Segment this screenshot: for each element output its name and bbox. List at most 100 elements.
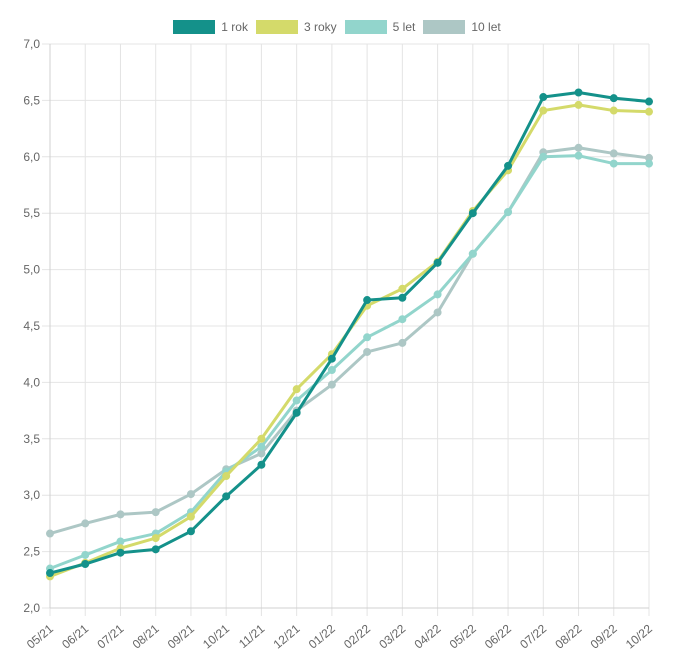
data-point — [645, 159, 653, 168]
x-tick-label: 09/22 — [588, 621, 620, 651]
data-point — [609, 106, 618, 115]
y-tick-label: 5,0 — [23, 263, 40, 277]
y-tick-label: 4,0 — [23, 375, 40, 389]
x-tick-label: 04/22 — [412, 621, 444, 651]
legend-swatch — [344, 20, 387, 34]
series-10-let — [46, 143, 653, 538]
data-point — [574, 151, 583, 160]
y-tick-label: 4,5 — [23, 319, 40, 333]
data-point — [574, 88, 583, 97]
data-point — [609, 159, 618, 168]
x-tick-label: 10/21 — [200, 621, 232, 651]
data-point — [433, 290, 442, 299]
data-point — [222, 472, 231, 481]
data-point — [363, 333, 372, 342]
legend-label: 1 rok — [221, 20, 248, 34]
data-point — [151, 508, 160, 517]
data-point — [186, 527, 195, 536]
legend-label: 3 roky — [303, 20, 337, 34]
x-tick-label: 08/22 — [552, 621, 584, 651]
x-tick-label: 05/22 — [447, 621, 479, 651]
legend-item-5-let[interactable]: 5 let — [344, 20, 416, 34]
legend: 1 rok 3 roky 5 let 10 let — [0, 17, 674, 37]
data-point — [186, 512, 195, 521]
data-point — [46, 569, 54, 578]
data-point — [186, 490, 195, 499]
data-point — [645, 97, 653, 106]
data-point — [433, 258, 442, 267]
data-point — [151, 545, 160, 554]
series-line — [48, 154, 651, 571]
series-3-roky — [46, 100, 653, 581]
x-tick-label: 11/21 — [236, 621, 268, 651]
data-point — [574, 100, 583, 109]
x-tick-label: 10/22 — [623, 621, 655, 651]
series-1-rok — [46, 88, 653, 578]
series-line — [48, 146, 651, 536]
data-point — [116, 510, 125, 519]
x-tick-label: 12/21 — [271, 621, 303, 651]
data-point — [539, 152, 548, 161]
legend-swatch — [173, 20, 216, 34]
series-5-let — [46, 151, 653, 573]
data-point — [398, 284, 407, 293]
legend-label: 10 let — [471, 20, 501, 34]
y-tick-label: 6,0 — [23, 150, 40, 164]
x-tick-label: 07/21 — [94, 621, 126, 651]
data-point — [257, 442, 266, 451]
y-tick-label: 2,0 — [23, 601, 40, 615]
data-point — [151, 534, 160, 543]
data-point — [398, 315, 407, 324]
data-point — [398, 293, 407, 302]
data-point — [327, 365, 336, 374]
y-tick-label: 7,0 — [23, 37, 40, 51]
data-point — [363, 296, 372, 305]
data-point — [574, 143, 583, 152]
data-point — [327, 354, 336, 363]
data-point — [222, 492, 231, 501]
x-tick-label: 06/21 — [59, 621, 91, 651]
x-tick-label: 03/22 — [376, 621, 408, 651]
legend-item-3-roky[interactable]: 3 roky — [255, 20, 337, 34]
y-tick-label: 2,5 — [23, 545, 40, 559]
legend-swatch — [423, 20, 466, 34]
series-line — [48, 103, 651, 578]
data-point — [504, 161, 513, 170]
data-point — [292, 408, 301, 417]
data-point — [433, 308, 442, 317]
data-point — [81, 519, 90, 528]
data-point — [116, 537, 125, 546]
data-point — [645, 107, 653, 116]
x-tick-label: 05/21 — [24, 621, 56, 651]
data-point — [468, 209, 477, 218]
data-point — [363, 347, 372, 356]
data-point — [398, 338, 407, 347]
y-tick-label: 3,5 — [23, 432, 40, 446]
series-line — [48, 91, 651, 575]
data-point — [504, 208, 513, 217]
data-point — [292, 385, 301, 394]
y-tick-label: 5,5 — [23, 206, 40, 220]
y-tick-label: 6,5 — [23, 93, 40, 107]
x-tick-label: 07/22 — [517, 621, 549, 651]
data-point — [116, 548, 125, 557]
data-point — [539, 106, 548, 115]
x-tick-label: 09/21 — [165, 621, 197, 651]
data-point — [257, 434, 266, 443]
x-tick-label: 06/22 — [482, 621, 514, 651]
data-point — [46, 529, 54, 538]
data-point — [81, 550, 90, 559]
data-point — [539, 93, 548, 102]
legend-label: 5 let — [392, 20, 416, 34]
x-tick-label: 02/22 — [341, 621, 373, 651]
legend-item-10-let[interactable]: 10 let — [423, 20, 501, 34]
data-point — [292, 396, 301, 405]
data-point — [609, 94, 618, 103]
data-point — [257, 449, 266, 458]
legend-item-1-rok[interactable]: 1 rok — [173, 20, 248, 34]
data-point — [81, 560, 90, 569]
data-point — [609, 149, 618, 158]
data-point — [468, 249, 477, 258]
